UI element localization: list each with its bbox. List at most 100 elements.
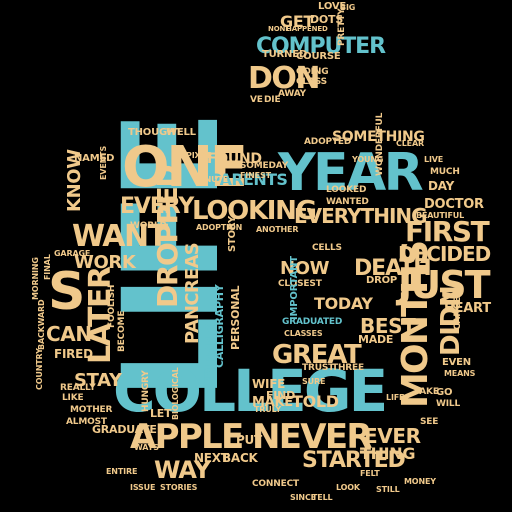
word-country: COUNTRY	[35, 348, 44, 390]
word-become: BECOME	[117, 310, 127, 352]
word-entire: ENTIRE	[106, 467, 138, 476]
word-events: EVENTS	[99, 145, 108, 180]
word-college: COLLEGE	[113, 357, 388, 425]
word-minute: MINUTE	[194, 175, 229, 184]
word-next: NEXT	[194, 451, 229, 465]
word-finest: FINEST	[240, 171, 271, 180]
word-something: SOMETHING	[332, 129, 425, 145]
word-biological: BIOLOGICAL	[171, 367, 180, 420]
word-mother: MOTHER	[70, 405, 113, 415]
word-young: YOUNG	[352, 155, 384, 164]
word-computer: COMPUTER	[256, 34, 386, 59]
word-world: WORLD	[130, 221, 167, 231]
word-heart: HEART	[444, 301, 491, 316]
word-parents: PARENTS	[210, 170, 288, 189]
word-never: NEVER	[252, 417, 373, 457]
word-live: LIVE	[424, 155, 444, 164]
word-today: TODAY	[314, 294, 373, 313]
word-garage: GARAGE	[54, 249, 91, 258]
word-back: BACK	[222, 451, 258, 465]
word-going: GOING	[296, 67, 329, 77]
word-trust: TRUST	[302, 363, 335, 373]
word-much: MUCH	[430, 167, 460, 177]
word-happened: HAPPENED	[286, 25, 328, 33]
word-named: NAMED	[74, 153, 115, 164]
word-away: AWAY	[278, 89, 306, 99]
word-money: MONEY	[404, 477, 436, 486]
word-adopted: ADOPTED	[304, 137, 352, 147]
word-don: DON	[248, 61, 321, 96]
word-will: WILL	[436, 399, 461, 409]
word-hungry: HUNGRY	[141, 370, 151, 412]
word-pancreas: PANCREAS	[182, 242, 203, 344]
word-tell: TELL	[312, 493, 333, 502]
word-get: GET	[280, 12, 315, 31]
word-found: FOUND	[207, 151, 262, 167]
word-every: EVERY	[120, 194, 194, 219]
word-wanted: WANTED	[326, 197, 369, 207]
word-life-small: LIFE	[386, 393, 405, 402]
word-foolish: FOOLISH	[107, 284, 117, 328]
word-ever: EVER	[364, 424, 421, 448]
word-course: COURSE	[296, 51, 341, 62]
word-story: STORY	[227, 216, 238, 252]
word-dropped: DROPPED	[151, 165, 184, 308]
word-well: WELL	[166, 127, 196, 138]
word-apple: APPLE	[130, 417, 244, 457]
word-day: DAY	[428, 179, 455, 193]
word-best: BEST	[360, 314, 416, 338]
word-felt: FELT	[360, 469, 380, 478]
word-graduate: GRADUATE	[92, 423, 157, 436]
word-truly: TRULY	[254, 405, 281, 414]
word-go: GO	[436, 387, 453, 398]
word-let: LET	[150, 407, 172, 420]
word-one: ONE	[122, 135, 248, 200]
word-started: STARTED	[302, 448, 406, 473]
word-put: PUT	[236, 433, 263, 447]
word-three: THREE	[332, 363, 364, 373]
word-take: TAKE	[414, 387, 439, 397]
word-even: EVEN	[442, 357, 471, 368]
word-someday: SOMEDAY	[240, 161, 289, 171]
word-morning: MORNING	[31, 257, 40, 300]
word-way: WAY	[154, 456, 211, 484]
word-graduated: GRADUATED	[282, 317, 343, 327]
word-since: SINCE	[290, 493, 316, 502]
word-classes: CLASSES	[284, 329, 323, 338]
word-find: FIND	[266, 389, 296, 402]
word-made: MADE	[358, 333, 394, 346]
word-thought: THOUGHT	[128, 127, 182, 138]
word-clear: CLEAR	[396, 139, 424, 148]
word-told: TOLD	[292, 392, 339, 411]
word-wife: WIFE	[252, 377, 286, 391]
word-still: STILL	[376, 485, 400, 494]
word-work: WORK	[74, 252, 136, 273]
word-dots: DOTS	[310, 13, 344, 26]
word-final: FINAL	[43, 254, 52, 280]
word-cells: CELLS	[312, 243, 342, 253]
word-almost: ALMOST	[66, 417, 107, 427]
word-none: NONE	[268, 25, 290, 33]
word-drop: DROP	[366, 275, 398, 286]
word-look: LOOK	[336, 483, 360, 492]
word-connect: CONNECT	[252, 479, 299, 489]
word-die: DIE	[264, 95, 281, 105]
word-now: NOW	[280, 258, 330, 279]
word-thing: THING	[360, 444, 416, 463]
word-big: BIG	[340, 3, 356, 12]
word-class: CLASS	[296, 77, 327, 87]
word-see: SEE	[420, 417, 439, 427]
word-wonderful: WONDERFUL	[375, 112, 385, 176]
word-calligraphy: CALLIGRAPHY	[213, 284, 226, 368]
word-means: MEANS	[444, 369, 476, 378]
word-love: LOVE	[318, 1, 347, 12]
word-turned: TURNED	[262, 49, 307, 60]
word-issue: ISSUE	[130, 483, 156, 492]
word-great: GREAT	[272, 340, 362, 370]
word-ways: WAYS	[134, 443, 159, 452]
word-stories: STORIES	[160, 483, 198, 492]
word-like: LIKE	[62, 393, 84, 403]
word-death: DEATH	[354, 256, 432, 281]
word-first: FIRST	[405, 215, 490, 248]
